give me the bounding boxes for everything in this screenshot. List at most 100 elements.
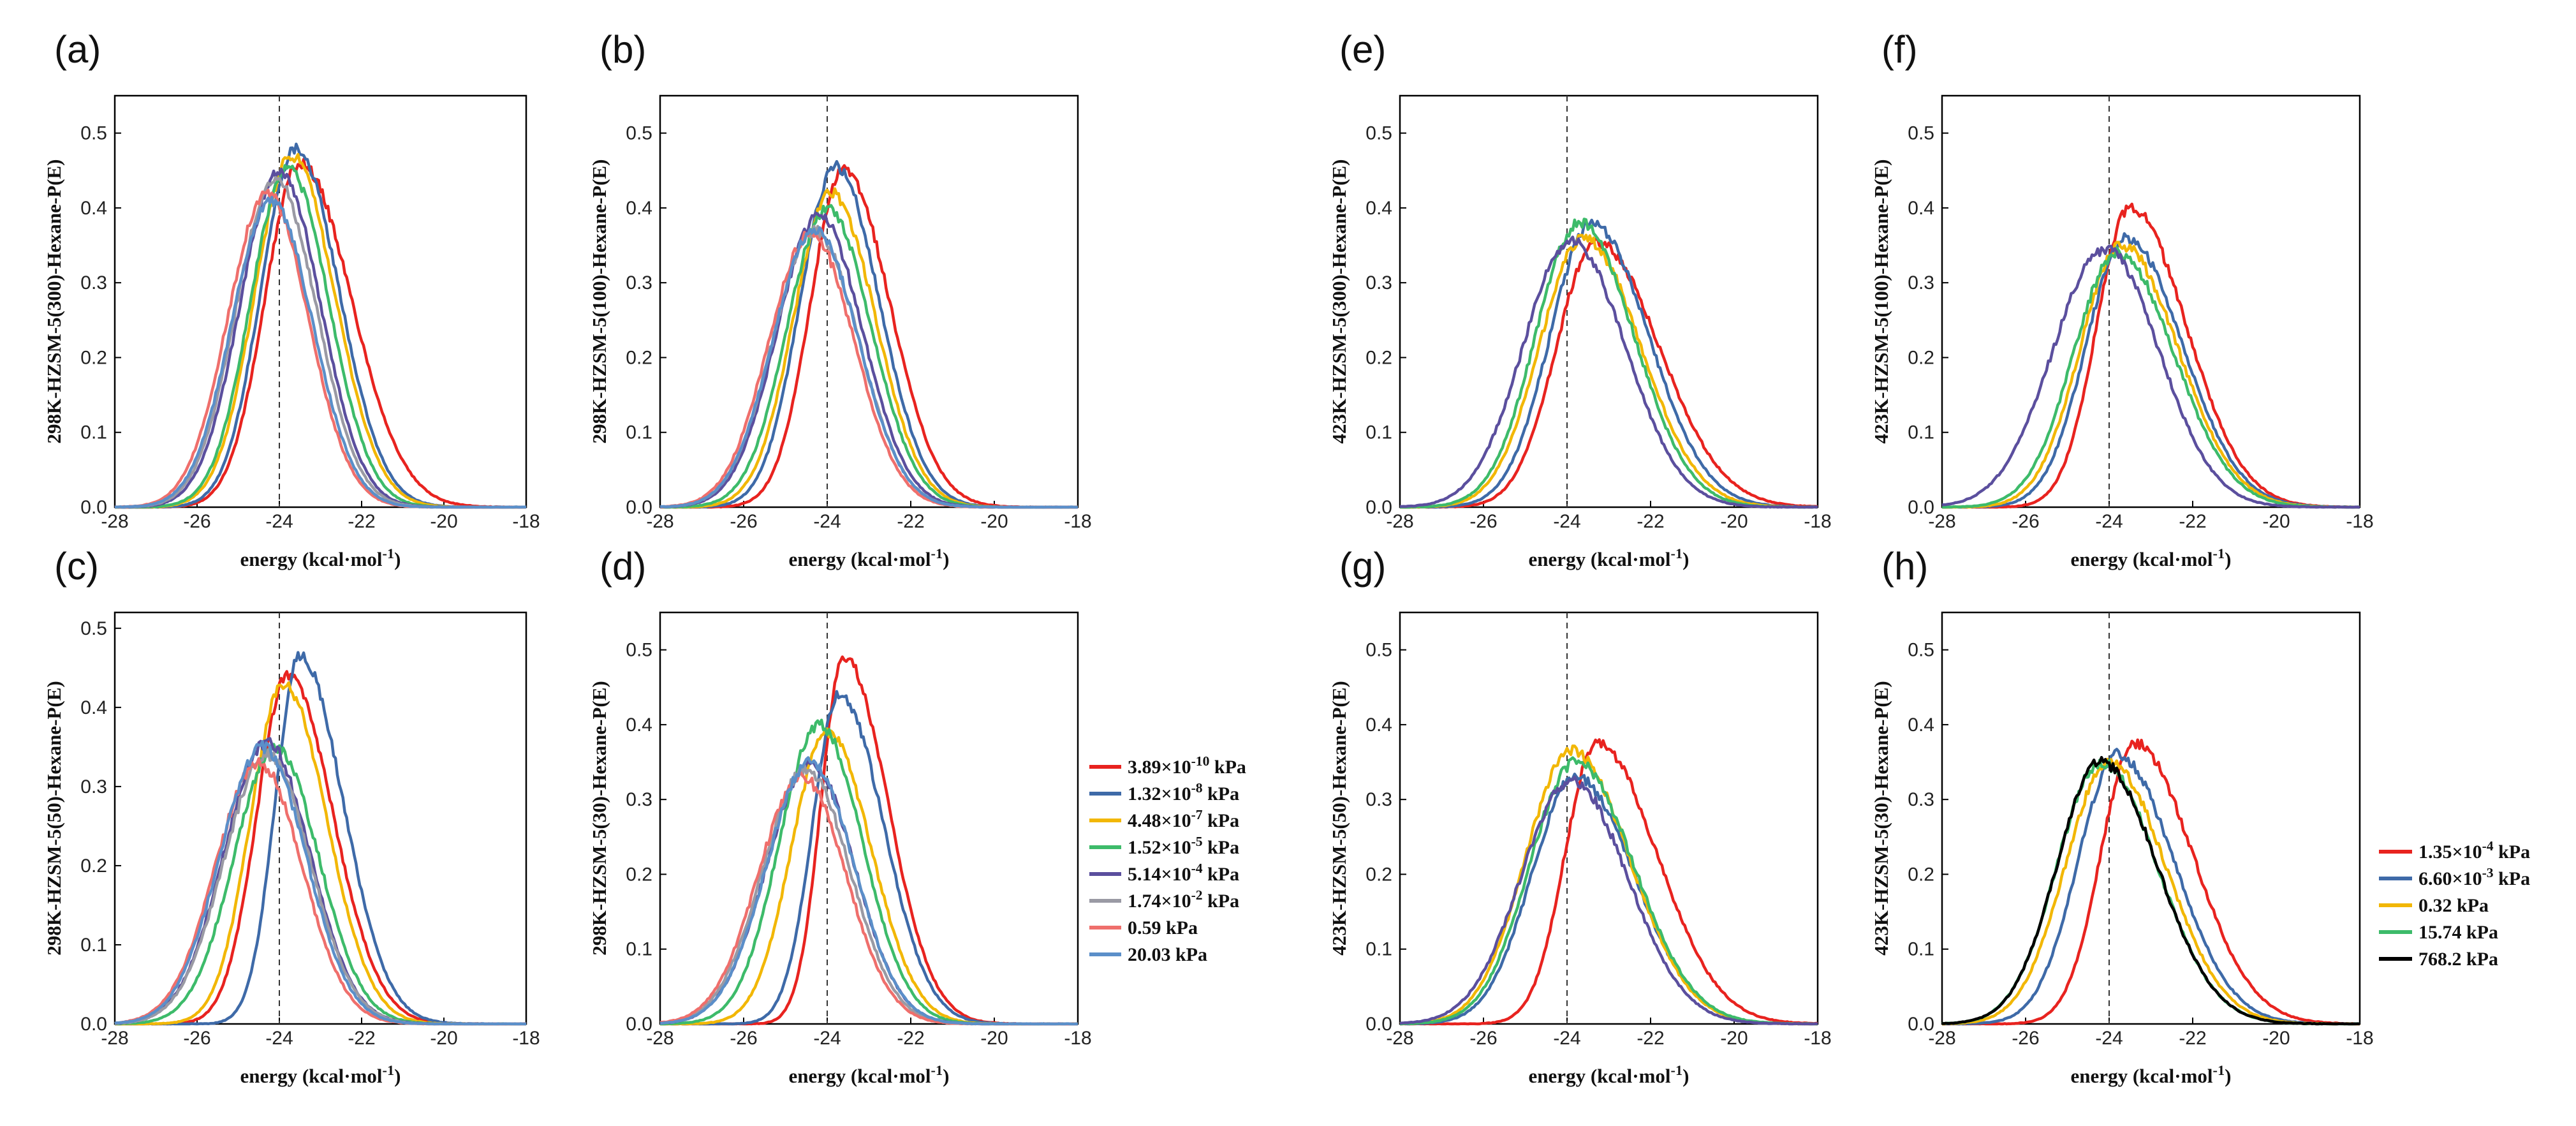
y-tick-label-g: 0.3 <box>1365 789 1392 810</box>
x-tick-label-a: -22 <box>348 511 375 532</box>
x-tick-label-f: -26 <box>2012 511 2039 532</box>
series-line-e-4 <box>1399 235 1818 509</box>
y-tick-label-g: 0.2 <box>1365 864 1392 885</box>
series-line-a-7 <box>114 195 527 509</box>
x-tick-label-g: -18 <box>1804 1028 1831 1049</box>
x-tick-label-g: -24 <box>1553 1028 1580 1049</box>
x-tick-label-h: -20 <box>2262 1028 2290 1049</box>
legend-label-298K: 1.32×10-8 kPa <box>1128 780 1239 804</box>
y-axis-title-c: 298K-HZSM-5(50)-Hexane-P(E) <box>43 681 65 955</box>
legend-label-423K: 6.60×10-3 kPa <box>2418 865 2530 889</box>
x-axis-title-d: energy (kcal·mol-1) <box>789 1062 950 1088</box>
panel-label-d: (d) <box>600 545 646 588</box>
panel-label-e: (e) <box>1339 28 1386 71</box>
x-tick-label-f: -22 <box>2179 511 2206 532</box>
panel-a: (a) -28 -26 -24 -22 -20 -18 0.0 0.1 0.2 0.3 0.4 0.5 e… <box>43 28 540 570</box>
x-axis-title-e: energy (kcal·mol-1) <box>1529 545 1689 571</box>
series-line-e-1 <box>1399 218 1818 509</box>
x-tick-label-d: -18 <box>1064 1028 1091 1049</box>
plot-frame-g <box>1399 611 1819 1025</box>
x-axis-title-f: energy (kcal·mol-1) <box>2071 545 2232 571</box>
y-tick-label-b: 0.0 <box>626 497 652 518</box>
y-tick-label-h: 0.0 <box>1908 1014 1934 1035</box>
y-tick-label-a: 0.3 <box>80 272 107 293</box>
y-tick-label-f: 0.2 <box>1908 347 1934 368</box>
x-axis-title-a: energy (kcal·mol-1) <box>240 545 401 571</box>
y-tick-label-d: 0.1 <box>626 939 652 960</box>
x-tick-label-d: -22 <box>897 1028 924 1049</box>
y-tick-label-c: 0.3 <box>80 776 107 797</box>
x-axis-title-c: energy (kcal·mol-1) <box>240 1062 401 1088</box>
series-line-g-4 <box>1399 775 1818 1026</box>
series-line-b-7 <box>659 226 1078 509</box>
y-tick-label-c: 0.2 <box>80 856 107 877</box>
x-tick-label-d: -20 <box>980 1028 1008 1049</box>
y-tick-label-c: 0.1 <box>80 935 107 956</box>
y-tick-label-a: 0.1 <box>80 422 107 443</box>
y-tick-label-h: 0.1 <box>1908 939 1934 960</box>
y-tick-label-g: 0.1 <box>1365 939 1392 960</box>
series-line-a-3 <box>115 164 527 509</box>
legend-label-298K: 0.59 kPa <box>1128 917 1198 938</box>
x-tick-label-g: -26 <box>1469 1028 1497 1049</box>
y-tick-label-e: 0.2 <box>1365 347 1392 368</box>
series-line-c-0 <box>114 670 527 1026</box>
x-tick-label-c: -24 <box>265 1028 293 1049</box>
legend-label-298K: 20.03 kPa <box>1128 944 1207 965</box>
series-line-e-3 <box>1399 218 1818 509</box>
x-tick-label-c: -22 <box>348 1028 375 1049</box>
y-tick-label-e: 0.3 <box>1365 272 1392 293</box>
y-tick-label-a: 0.5 <box>80 123 107 144</box>
y-tick-label-f: 0.5 <box>1908 123 1934 144</box>
series-line-d-7 <box>660 756 1078 1026</box>
y-axis-title-d: 298K-HZSM-5(30)-Hexane-P(E) <box>588 681 610 955</box>
y-axis-title-h: 423K-HZSM-5(30)-Hexane-P(E) <box>1870 681 1892 955</box>
x-tick-label-h: -18 <box>2346 1028 2373 1049</box>
x-tick-label-b: -22 <box>897 511 924 532</box>
series-line-b-5 <box>659 225 1078 509</box>
series-line-g-0 <box>1400 738 1818 1026</box>
y-tick-label-e: 0.0 <box>1365 497 1392 518</box>
series-line-b-6 <box>659 229 1078 509</box>
series-line-b-0 <box>659 164 1078 509</box>
x-tick-label-a: -28 <box>101 511 128 532</box>
y-axis-title-f: 423K-HZSM-5(100)-Hexane-P(E) <box>1870 159 1892 444</box>
series-line-c-1 <box>114 651 527 1026</box>
y-tick-label-e: 0.5 <box>1365 123 1392 144</box>
panel-e: (e) -28 -26 -24 -22 -20 -18 0.0 0.1 0.2 0.3 0.4 0.5 e… <box>1328 28 1832 570</box>
series-line-g-1 <box>1399 773 1818 1026</box>
y-tick-label-c: 0.4 <box>80 697 107 718</box>
y-axis-title-b: 298K-HZSM-5(100)-Hexane-P(E) <box>588 159 610 444</box>
y-tick-label-g: 0.0 <box>1365 1014 1392 1035</box>
y-tick-label-d: 0.5 <box>626 640 652 661</box>
series-line-g-3 <box>1400 756 1818 1026</box>
y-axis-title-g: 423K-HZSM-5(50)-Hexane-P(E) <box>1328 681 1350 955</box>
panel-g: (g) -28 -26 -24 -22 -20 -18 0.0 0.1 0.2 0.3 0.4 0.5 e… <box>1328 545 1832 1087</box>
x-tick-label-g: -22 <box>1637 1028 1664 1049</box>
y-tick-label-f: 0.0 <box>1908 497 1934 518</box>
plot-frame-b <box>659 94 1079 508</box>
y-tick-label-a: 0.0 <box>80 497 107 518</box>
x-tick-label-b: -28 <box>646 511 673 532</box>
y-tick-label-f: 0.4 <box>1908 198 1934 219</box>
plot-frame-a <box>114 94 527 508</box>
y-tick-label-a: 0.4 <box>80 198 107 219</box>
plot-frame-h <box>1941 611 2361 1025</box>
y-axis-title-a: 298K-HZSM-5(300)-Hexane-P(E) <box>43 159 65 444</box>
x-tick-label-c: -20 <box>430 1028 457 1049</box>
panel-label-b: (b) <box>600 28 646 71</box>
y-tick-label-g: 0.4 <box>1365 715 1392 736</box>
y-tick-label-a: 0.2 <box>80 347 107 368</box>
x-tick-label-g: -20 <box>1720 1028 1748 1049</box>
x-tick-label-h: -24 <box>2095 1028 2123 1049</box>
x-tick-label-e: -28 <box>1386 511 1413 532</box>
x-tick-label-h: -28 <box>1928 1028 1955 1049</box>
series-line-g-2 <box>1399 744 1818 1026</box>
legend-label-298K: 1.52×10-5 kPa <box>1128 834 1239 858</box>
panel-label-a: (a) <box>54 28 101 71</box>
panel-label-h: (h) <box>1881 545 1928 588</box>
series-line-f-0 <box>1942 202 2360 509</box>
x-tick-label-e: -18 <box>1804 511 1831 532</box>
legend-label-423K: 768.2 kPa <box>2418 949 2498 970</box>
